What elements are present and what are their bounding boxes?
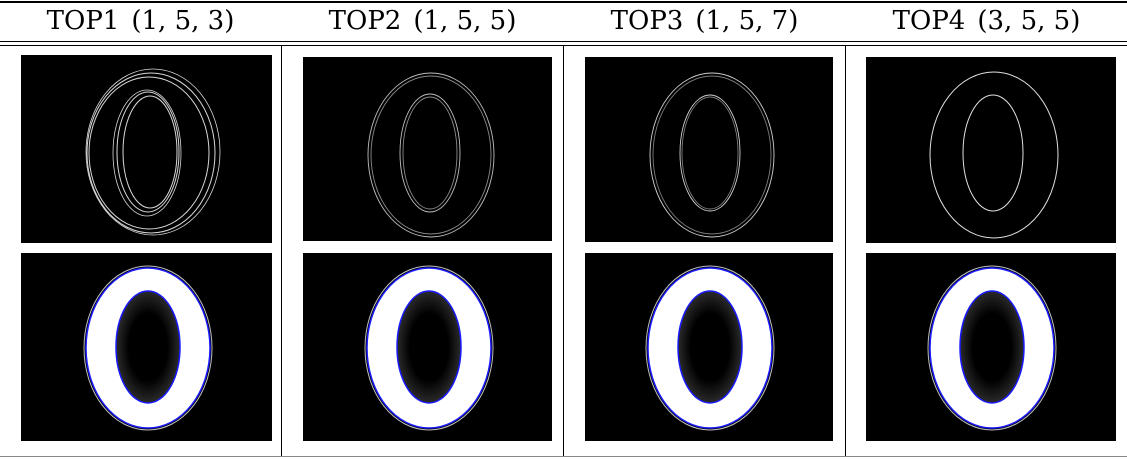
column-separator — [563, 46, 564, 456]
column-header-label: TOP2 — [328, 6, 402, 36]
column-header-top1: TOP1 (1, 5, 3) — [0, 2, 281, 40]
column-header-top4: TOP4 (3, 5, 5) — [846, 2, 1127, 40]
edge-map-image-top2 — [303, 57, 552, 241]
distance-map-image-top4 — [866, 253, 1116, 441]
edge-map-image-top1 — [21, 55, 272, 243]
column-header-label: TOP4 — [892, 6, 966, 36]
header-rule-upper — [0, 41, 1127, 42]
edge-map-image-top4 — [866, 57, 1116, 243]
column-header-label: TOP3 — [610, 6, 684, 36]
column-separator — [281, 46, 282, 456]
edge-map-image-top3 — [585, 57, 833, 242]
column-header-label: TOP1 — [46, 6, 120, 36]
distance-map-image-top2 — [303, 253, 552, 441]
table-top-rule — [0, 1, 1127, 3]
column-header-top3: TOP3 (1, 5, 7) — [564, 2, 845, 40]
column-header-top2: TOP2 (1, 5, 5) — [282, 2, 563, 40]
distance-map-image-top3 — [585, 253, 833, 441]
column-header-params: (3, 5, 5) — [977, 6, 1081, 36]
column-header-params: (1, 5, 7) — [695, 6, 799, 36]
column-separator — [845, 46, 846, 456]
header-rule-lower — [0, 45, 1127, 46]
table-bottom-rule — [0, 456, 1127, 457]
column-header-params: (1, 5, 5) — [413, 6, 517, 36]
column-header-params: (1, 5, 3) — [131, 6, 235, 36]
distance-map-image-top1 — [21, 253, 272, 441]
